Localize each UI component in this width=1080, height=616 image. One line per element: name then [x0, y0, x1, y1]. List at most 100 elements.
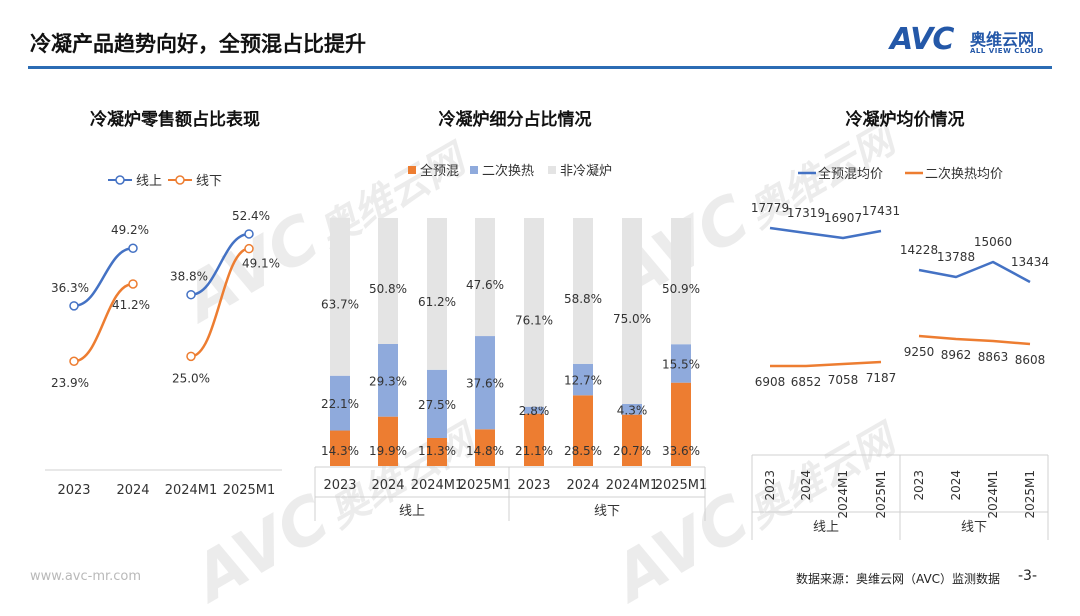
chart-3-series-line	[918, 260, 1031, 284]
chart-3-x-tick-label: 2024	[949, 470, 963, 501]
chart-3-data-label: 7187	[866, 371, 897, 385]
chart-3-data-label: 15060	[974, 235, 1012, 249]
chart-3-data-label: 17431	[862, 204, 900, 218]
chart-3-data-label: 17779	[751, 201, 789, 215]
chart-2-bar-segment	[524, 218, 544, 407]
chart-2-data-label: 29.3%	[369, 374, 407, 388]
chart-2-bar-segment	[427, 218, 447, 370]
chart-2-data-label: 19.9%	[369, 444, 407, 458]
chart-2-x-tick-label: 2024	[566, 478, 599, 493]
page-number: -3-	[1018, 568, 1038, 584]
chart-1-data-label: 49.2%	[111, 223, 149, 237]
chart-1-data-label: 41.2%	[112, 298, 150, 312]
chart-2-data-label: 50.9%	[662, 282, 700, 296]
chart-3-data-label: 8608	[1015, 353, 1046, 367]
logo-en-name: ALL VIEW CLOUD	[970, 47, 1044, 55]
chart-3-data-label: 13434	[1011, 255, 1049, 269]
chart-1-data-label: 52.4%	[232, 209, 270, 223]
chart-2-bar-segment	[573, 218, 593, 364]
chart-1-series-line	[190, 247, 250, 358]
chart-2-bar-segment	[671, 382, 691, 466]
chart-2-legend-swatch	[408, 166, 416, 174]
logo-cn-name: 奥维云网	[970, 30, 1035, 49]
chart-2-data-label: 58.8%	[564, 292, 602, 306]
title-divider	[28, 66, 1052, 69]
chart-2-bar-segment	[622, 218, 642, 404]
chart-2-bar-segment	[622, 404, 642, 415]
footer-url: www.avc-mr.com	[30, 569, 142, 584]
chart-3-x-tick-label: 2024M1	[986, 470, 1000, 519]
chart-2-group-label: 线上	[399, 504, 425, 519]
chart-2-bar-segment	[573, 395, 593, 466]
chart-2-data-label: 27.5%	[418, 398, 456, 412]
chart-1-x-tick-label: 2023	[57, 483, 90, 498]
chart-1-data-label: 25.0%	[172, 371, 210, 385]
chart-1-legend-marker	[175, 175, 185, 185]
chart-2-bar-segment	[524, 413, 544, 466]
chart-2-bar-segment	[475, 429, 495, 466]
chart-3-x-tick-label: 2023	[763, 470, 777, 501]
chart-1-data-point	[69, 356, 79, 366]
chart-1-data-point	[186, 351, 196, 362]
chart-2-x-tick-label: 2024M1	[606, 478, 659, 493]
chart-1-x-tick-label: 2025M1	[223, 483, 276, 498]
chart-2-bar-segment	[524, 406, 544, 414]
chart-2-data-label: 22.1%	[321, 397, 359, 411]
chart-2-bar-segment	[622, 414, 642, 466]
chart-2-bar-segment	[330, 375, 350, 431]
chart-1-x-tick-label: 2024M1	[165, 483, 218, 498]
chart-3-legend-label: 全预混均价	[818, 166, 883, 182]
chart-2-legend-swatch	[548, 166, 556, 174]
chart-2-legend-label: 二次换热	[482, 163, 534, 179]
chart-3-group-label: 线上	[813, 520, 839, 535]
chart-2-legend-label: 非冷凝炉	[560, 163, 612, 179]
chart-1-data-point	[244, 229, 254, 239]
chart-3-series-line	[769, 226, 882, 240]
chart-2-data-label: 28.5%	[564, 444, 602, 458]
chart-1-data-point	[186, 289, 196, 300]
chart-2-x-tick-label: 2024M1	[411, 478, 464, 493]
chart-2-bar-segment	[671, 344, 691, 383]
chart-2-legend-label: 全预混	[420, 163, 459, 179]
chart-2-bar-segment	[378, 343, 398, 417]
chart-1-legend-label: 线上	[136, 174, 162, 189]
chart-3-data-label: 13788	[937, 250, 975, 264]
chart-3-data-label: 14228	[900, 243, 938, 257]
chart-1-legend-label: 线下	[196, 174, 222, 189]
chart-2-data-label: 76.1%	[515, 313, 553, 327]
chart-3-x-tick-label: 2023	[912, 470, 926, 501]
chart-2-data-label: 20.7%	[613, 444, 651, 458]
chart-2-title: 冷凝炉细分占比情况	[438, 110, 592, 130]
chart-1-series-line	[73, 282, 134, 363]
data-source: 数据来源：奥维云网（AVC）监测数据	[796, 572, 1001, 586]
chart-2-data-label: 11.3%	[418, 444, 456, 458]
chart-1-series-line	[73, 246, 134, 308]
chart-1-data-point	[128, 279, 138, 289]
chart-2-data-label: 37.6%	[466, 377, 504, 391]
chart-2-x-tick-label: 2023	[323, 478, 356, 493]
chart-3-x-tick-label: 2025M1	[874, 470, 888, 519]
chart-1-title: 冷凝炉零售额占比表现	[90, 110, 260, 130]
chart-2-x-tick-label: 2024	[371, 478, 404, 493]
chart-1-data-label: 49.1%	[242, 257, 280, 271]
chart-2-x-tick-label: 2023	[517, 478, 550, 493]
chart-1-data-label: 23.9%	[51, 376, 89, 390]
chart-3-data-label: 6908	[755, 375, 786, 389]
chart-3-data-label: 8863	[978, 350, 1009, 364]
chart-2-bar-segment	[378, 218, 398, 344]
chart-2-bar-segment	[573, 363, 593, 396]
logo-mark: AVC	[890, 22, 954, 57]
chart-3-data-label: 16907	[824, 211, 862, 225]
chart-2-data-label: 33.6%	[662, 444, 700, 458]
chart-2-bar-segment	[427, 437, 447, 466]
chart-1-data-label: 36.3%	[51, 281, 89, 295]
chart-3-data-label: 6852	[791, 375, 822, 389]
chart-2-data-label: 14.3%	[321, 444, 359, 458]
chart-2-x-tick-label: 2025M1	[459, 478, 512, 493]
chart-3-data-label: 7058	[828, 373, 859, 387]
page-title: 冷凝产品趋势向好，全预混占比提升	[30, 32, 366, 56]
chart-2-bar-segment	[378, 416, 398, 466]
chart-3-data-label: 17319	[787, 206, 825, 220]
chart-2-bar-segment	[475, 218, 495, 337]
